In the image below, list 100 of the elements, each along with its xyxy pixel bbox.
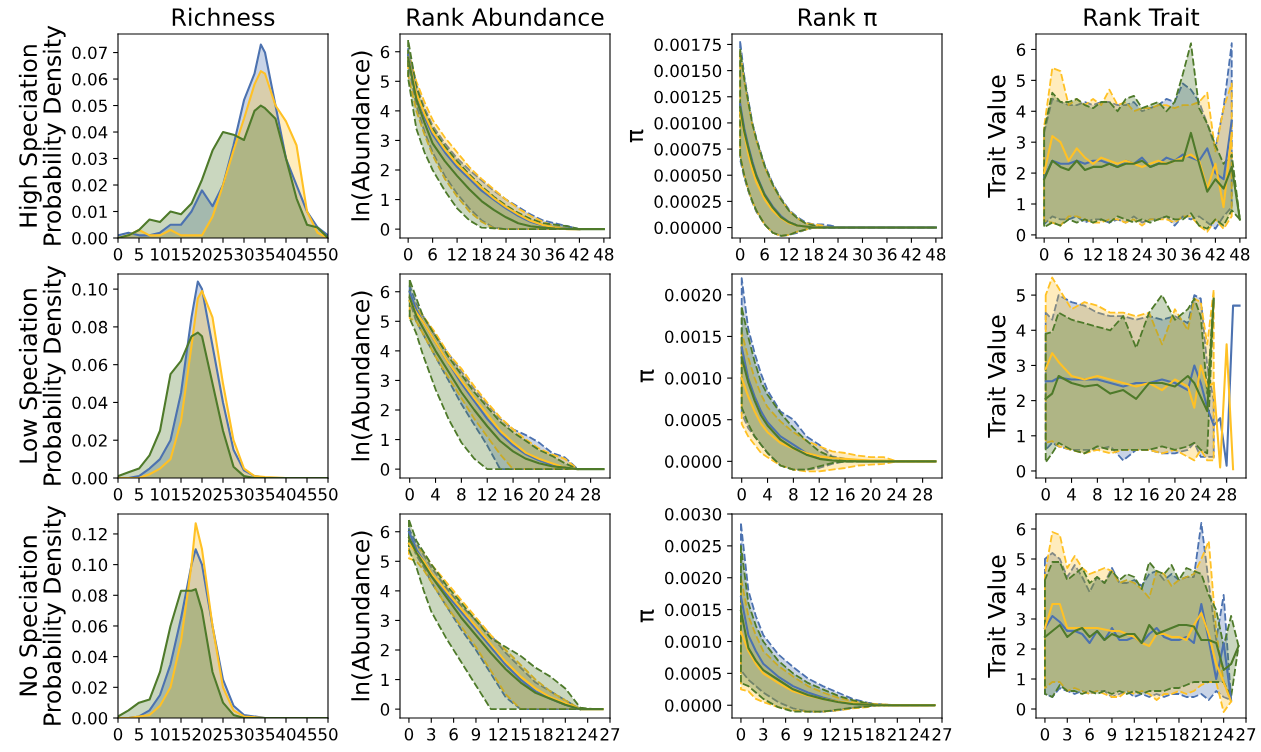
y-tick-label: 2: [380, 163, 389, 177]
x-tick-label: 0: [113, 248, 123, 261]
y-axis-title: Trait Value: [987, 315, 1006, 438]
x-tick-label: 28: [1217, 488, 1237, 501]
y-axis-title: ln(Abundance): [351, 531, 373, 701]
y-tick-label: 0.0005: [665, 413, 721, 427]
y-tick-label: 6: [1016, 522, 1026, 536]
x-tick-label: 12: [478, 488, 497, 501]
y-tick-label: 0.02: [72, 434, 107, 447]
y-tick-label: 1: [1017, 429, 1025, 443]
y-tick-label: 0.05: [72, 99, 107, 113]
x-tick-label: 10: [151, 488, 170, 501]
x-tick-label: 42: [569, 248, 589, 261]
y-tick-label: 0.00100: [654, 116, 722, 130]
x-tick-label: 28: [581, 488, 601, 501]
x-tick-label: 12: [1114, 488, 1133, 501]
x-tick-label: 16: [1140, 488, 1159, 501]
y-tick-label: 1: [381, 193, 389, 206]
x-tick-label: 40: [276, 488, 296, 501]
x-tick-label: 12: [1084, 248, 1103, 261]
y-tick-label: 0.03: [72, 152, 107, 166]
x-tick-label: 24: [1132, 248, 1152, 261]
x-tick-label: 21: [887, 728, 907, 741]
x-tick-label: 20: [529, 488, 549, 501]
x-tick-label: 18: [1170, 728, 1189, 741]
x-tick-label: 18: [534, 728, 553, 741]
x-tick-label: 42: [1205, 248, 1225, 261]
x-tick-label: 36: [1181, 248, 1201, 261]
y-tick-label: 0.04: [72, 650, 108, 664]
y-tick-label: 4: [380, 105, 390, 118]
y-tick-label: 0.00075: [654, 143, 721, 156]
x-tick-label: 30: [521, 248, 540, 261]
x-tick-label: 12: [780, 248, 799, 261]
x-tick-label: 21: [555, 728, 575, 741]
text: No Speciation: [18, 536, 42, 696]
x-tick-label: 45: [297, 488, 317, 501]
x-tick-label: 25: [213, 248, 233, 261]
y-tick-label: 2: [380, 403, 389, 417]
y-tick-label: 2: [1016, 642, 1025, 656]
y-tick-label: 0.0010: [665, 372, 722, 385]
x-tick-label: 30: [853, 248, 872, 261]
x-tick-label: 12: [489, 728, 508, 741]
x-tick-label: 36: [545, 248, 565, 261]
y-tick-label: 5: [1016, 74, 1025, 87]
y-axis-title: Probability Density: [42, 25, 66, 245]
x-tick-label: 5: [134, 728, 143, 741]
y-tick-label: 0.0025: [665, 539, 721, 553]
chart-title: Rank π: [798, 7, 877, 27]
y-tick-label: 0.02: [72, 178, 107, 192]
x-tick-label: 45: [297, 728, 317, 741]
y-tick-label: 0.07: [72, 46, 107, 60]
x-tick-label: 50: [318, 488, 338, 501]
x-tick-label: 4: [763, 488, 772, 501]
y-tick-label: 0.00: [72, 711, 108, 725]
y-tick-label: 0.00050: [654, 169, 722, 182]
x-tick-label: 6: [428, 248, 437, 261]
x-tick-label: 6: [781, 728, 790, 741]
x-tick-label: 9: [803, 728, 813, 741]
y-axis-title: Trait Value: [987, 75, 1006, 198]
y-tick-label: 1: [381, 673, 389, 686]
y-tick-label: 4: [380, 345, 390, 358]
x-tick-label: 16: [836, 488, 855, 501]
y-tick-label: 0: [1016, 464, 1026, 478]
x-tick-label: 50: [318, 248, 338, 261]
x-tick-label: 20: [1165, 488, 1185, 501]
x-tick-label: 6: [1064, 248, 1073, 261]
x-tick-label: 0: [736, 728, 746, 741]
y-tick-label: 0.00025: [654, 195, 721, 208]
y-tick-label: 0.06: [72, 619, 108, 633]
x-tick-label: 6: [1085, 728, 1094, 741]
y-tick-label: 2: [1016, 167, 1025, 180]
y-tick-label: 0: [380, 463, 390, 476]
x-tick-label: 8: [457, 488, 466, 501]
x-tick-label: 20: [192, 488, 212, 501]
x-tick-label: 0: [404, 728, 414, 741]
x-tick-label: 15: [172, 728, 191, 741]
y-axis-title: π: [640, 609, 654, 623]
y-tick-label: 0.08: [72, 589, 108, 602]
x-tick-label: 40: [276, 248, 296, 261]
x-tick-label: 8: [789, 488, 798, 501]
x-tick-label: 15: [843, 728, 862, 741]
x-tick-label: 20: [192, 728, 212, 741]
x-tick-label: 15: [1147, 728, 1166, 741]
y-tick-label: 6: [380, 525, 390, 539]
x-tick-label: 4: [431, 488, 440, 501]
x-tick-label: 24: [1214, 728, 1234, 741]
x-tick-label: 30: [1157, 248, 1176, 261]
y-tick-label: 0.04: [72, 396, 108, 410]
y-tick-label: 0.00150: [654, 64, 722, 78]
y-tick-label: 0.0015: [665, 603, 721, 617]
y-tick-label: 0.0015: [665, 330, 721, 344]
x-tick-label: 24: [910, 728, 930, 741]
x-tick-label: 18: [1108, 248, 1128, 261]
x-tick-label: 42: [901, 248, 921, 261]
y-axis-title: π: [629, 129, 644, 143]
y-tick-label: 5: [1016, 553, 1025, 566]
y-tick-label: 2: [1016, 394, 1025, 407]
x-tick-label: 18: [804, 248, 824, 261]
y-tick-label: 2: [380, 643, 389, 657]
x-tick-label: 15: [172, 248, 191, 261]
